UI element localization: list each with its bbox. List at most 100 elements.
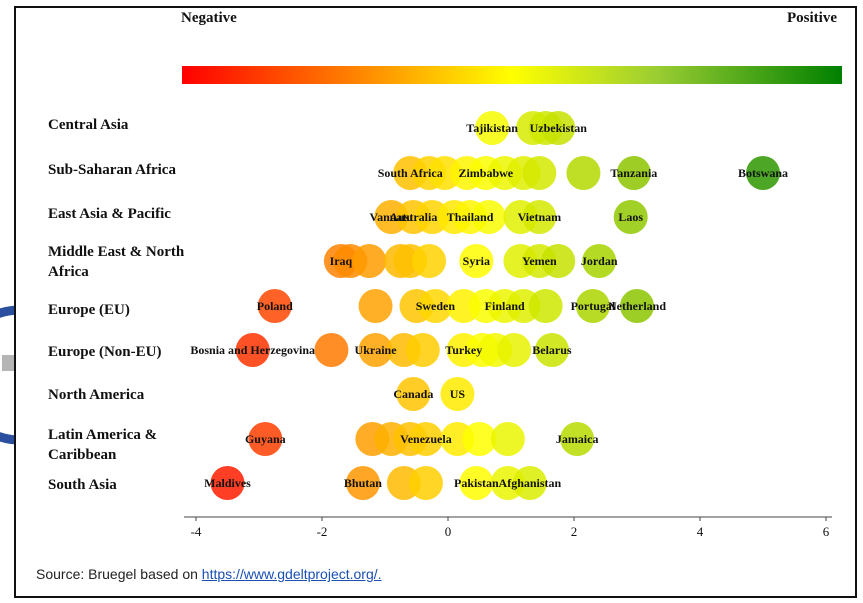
country-bubble [408,422,443,456]
region-label: Europe (EU) [48,302,130,318]
country-bubble [459,466,494,500]
country-label: South Africa [378,166,443,180]
region-row: Maldives Bhutan Pakistan Afghanistan [204,466,562,500]
country-label: Pakistan [454,476,499,490]
region-row: Tajikistan Uzbekistan [466,111,587,145]
country-label: Yemen [522,254,557,268]
region-label: North America [48,387,145,403]
region-label: Middle East & North Africa [48,244,185,280]
country-bubble [345,466,380,500]
country-label: Ukraine [355,343,398,357]
legend-positive-label: Positive [787,10,837,26]
region-row: Guyana Venezuela Jamaica [245,422,599,456]
country-label: Turkey [445,343,482,357]
color-scale-bar [182,66,842,84]
region-row: Iraq Syria Yemen Jordan [323,244,618,278]
region-label: Central Asia [48,117,129,133]
country-bubble [471,200,506,234]
country-bubble [459,244,494,278]
source-link[interactable]: https://www.gdeltproject.org/. [201,566,382,582]
country-label: Vanuatu [370,210,414,224]
region-label: Latin America & Caribbean [48,427,158,463]
country-bubble [541,244,576,278]
country-bubble [582,244,617,278]
country-bubble [440,377,475,411]
region-label: Europe (Non-EU) [48,344,162,360]
country-bubble [522,200,557,234]
country-bubble [358,333,393,367]
country-bubble [257,289,292,323]
country-bubble [613,200,648,234]
x-tick-label: 6 [823,524,830,539]
region-label: East Asia & Pacific [48,206,171,222]
country-label: Tajikistan [466,121,518,135]
region-label: South Asia [48,477,117,493]
country-bubble [575,289,610,323]
country-label: Maldives [204,476,251,490]
country-label: Zimbabwe [458,166,513,180]
country-bubble [497,333,532,367]
country-label: Canada [393,387,433,401]
country-bubble [512,466,547,500]
country-label: Bhutan [344,476,382,490]
country-label: Belarus [532,343,572,357]
country-bubble [412,244,447,278]
source-prefix: Source: Bruegel based on [36,566,202,582]
region-row: Bosnia and Herzegovina Ukraine Turkey Belar… [190,333,572,367]
country-label: Bosnia and Herzegovina [190,343,315,357]
country-bubble [235,333,270,367]
country-bubble [405,333,440,367]
country-label: Iraq [330,254,353,268]
country-bubble [248,422,283,456]
country-label: Laos [618,210,643,224]
country-bubble [475,111,510,145]
x-tick-label: 2 [571,524,578,539]
country-label: Botswana [738,166,788,180]
country-label: US [450,387,466,401]
country-label: Guyana [245,432,286,446]
country-label: Syria [463,254,490,268]
x-tick-label: 0 [445,524,452,539]
region-label: Sub-Saharan Africa [48,162,176,178]
country-bubble [522,156,557,190]
country-label: Finland [485,299,525,313]
country-bubble [358,289,393,323]
country-label: Afghanistan [499,476,562,490]
country-label: Sweden [416,299,456,313]
country-label: Jordan [581,254,618,268]
legend-negative-label: Negative [181,10,237,26]
country-label: Vietnam [518,210,562,224]
country-bubble [396,377,431,411]
source-note: Source: Bruegel based on https://www.gde… [36,566,382,582]
country-label: Poland [257,299,293,313]
country-bubble [314,333,349,367]
country-label: Australia [389,210,437,224]
country-bubble [534,333,569,367]
x-tick-label: -4 [191,524,202,539]
country-label: Thailand [447,210,494,224]
x-tick-label: -2 [317,524,328,539]
region-row: Canada US [393,377,475,411]
country-bubble [620,289,654,323]
country-bubble [418,289,453,323]
country-bubble [560,422,595,456]
country-bubble [746,156,780,190]
country-bubble [616,156,651,190]
country-bubble [490,422,525,456]
country-label: Portugal [571,299,616,313]
country-label: Venezuela [400,432,452,446]
country-bubble [408,466,443,500]
country-bubble [352,244,387,278]
country-bubble [210,466,245,500]
country-bubble [462,422,497,456]
region-row: South Africa Zimbabwe Tanzania Botswana [378,156,788,190]
country-label: Uzbekistan [530,121,588,135]
country-bubble [528,289,563,323]
country-label: Netherland [608,299,666,313]
country-label: Jamaica [556,432,599,446]
x-tick-label: 4 [697,524,704,539]
country-label: Tanzania [610,166,657,180]
